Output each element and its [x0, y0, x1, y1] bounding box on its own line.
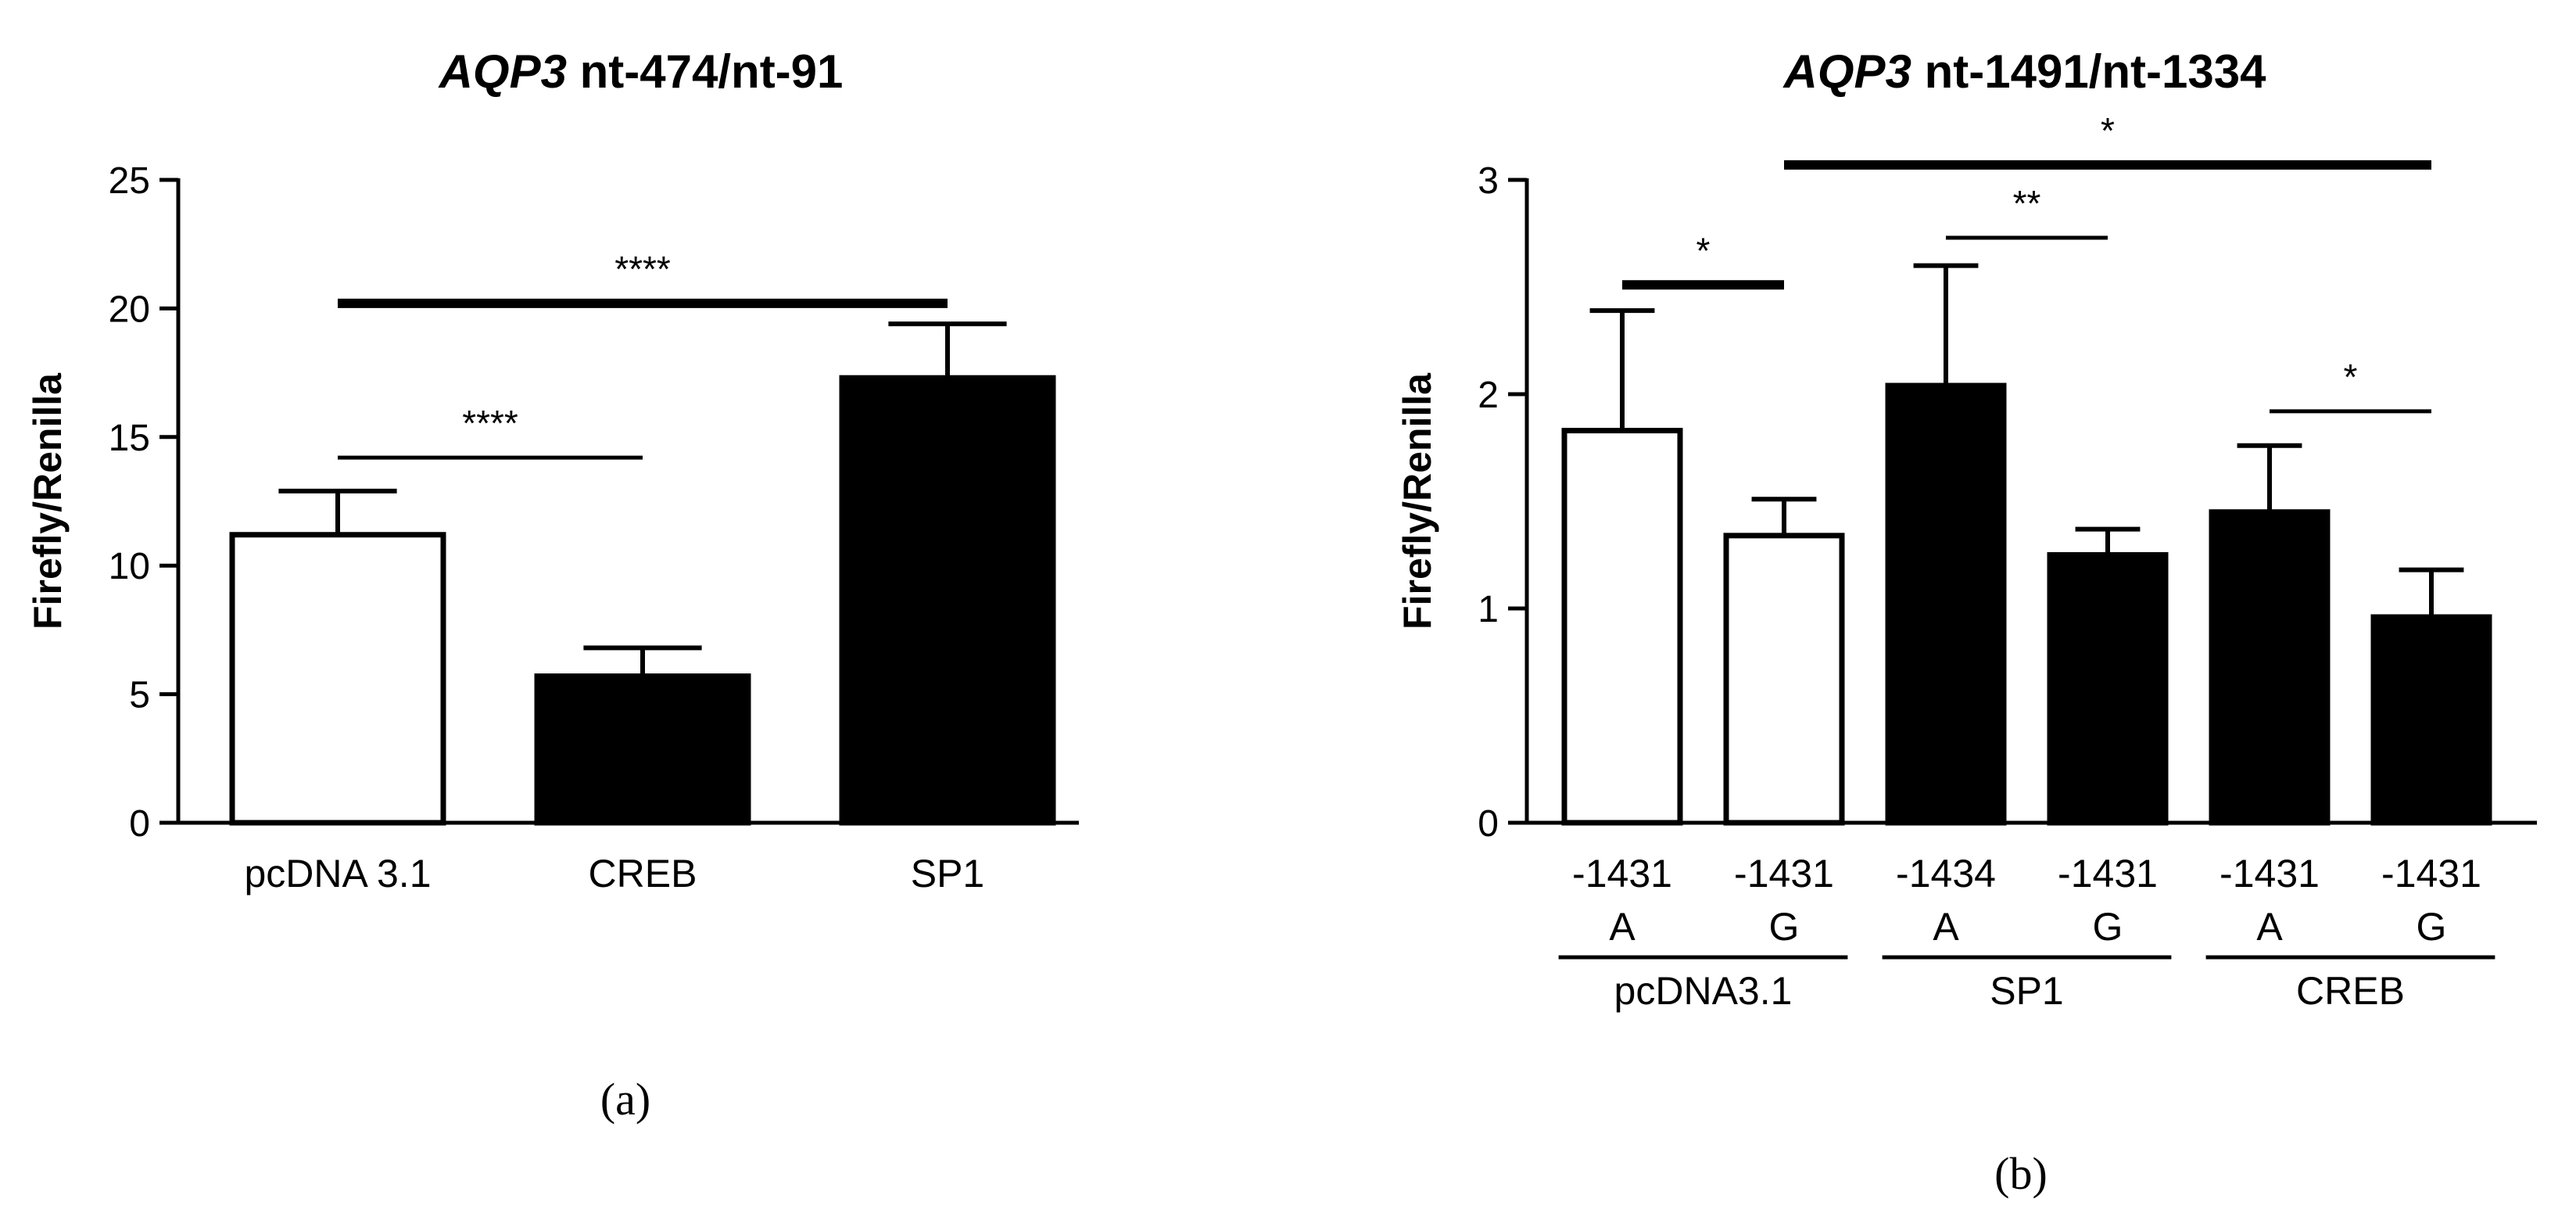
- group-label: pcDNA3.1: [1614, 969, 1793, 1013]
- bar: [2370, 614, 2492, 826]
- y-tick-label: 0: [129, 803, 150, 845]
- panel-label: (b): [1994, 1148, 2048, 1199]
- y-tick-label: 15: [109, 418, 150, 459]
- x-tick-label-allele: G: [2417, 905, 2447, 949]
- y-tick-label: 20: [109, 289, 150, 330]
- bar: [534, 673, 751, 826]
- significance-label: **: [2013, 183, 2041, 224]
- significance-label: ****: [614, 249, 671, 289]
- bar: [229, 532, 446, 826]
- chart-title: AQP3 nt-474/nt-91: [438, 45, 844, 98]
- bar: [1561, 428, 1683, 826]
- bar: [2047, 552, 2169, 826]
- group-label: CREB: [2296, 969, 2405, 1013]
- bar: [1723, 533, 1845, 826]
- bar: [1885, 382, 2007, 826]
- x-tick-label-position: -1431: [2220, 852, 2320, 895]
- y-tick-label: 3: [1478, 160, 1499, 202]
- x-tick-label-position: -1431: [2058, 852, 2158, 895]
- x-tick-label-allele: A: [2256, 905, 2283, 949]
- chart-title: AQP3 nt-1491/nt-1334: [1782, 45, 2267, 98]
- y-tick-label: 25: [109, 160, 150, 202]
- y-tick-label: 1: [1478, 589, 1499, 630]
- y-tick-label: 5: [129, 675, 150, 716]
- chart-a: AQP3 nt-474/nt-91 Firefly/Renilla 0 5 10 15 20…: [26, 45, 1079, 1125]
- chart-title-region: nt-474/nt-91: [567, 45, 843, 98]
- significance-label: *: [1696, 230, 1711, 271]
- significance-label: ****: [462, 403, 518, 443]
- x-tick-label-allele: A: [1609, 905, 1636, 949]
- significance-label: *: [2101, 110, 2115, 151]
- x-tick-label-allele: A: [1933, 905, 1959, 949]
- group-label: SP1: [1990, 969, 2064, 1013]
- x-tick-label-position: -1431: [1734, 852, 1834, 895]
- x-tick-label: pcDNA 3.1: [244, 852, 431, 895]
- y-tick-label: 2: [1478, 375, 1499, 416]
- chart-title-gene: AQP3: [1782, 45, 1911, 98]
- y-tick-label: 10: [109, 546, 150, 587]
- x-tick-label-allele: G: [2093, 905, 2123, 949]
- bar: [2209, 509, 2331, 826]
- y-tick-label: 0: [1478, 803, 1499, 845]
- chart-title-region: nt-1491/nt-1334: [1911, 45, 2266, 98]
- x-tick-label-allele: G: [1769, 905, 1800, 949]
- significance-label: *: [2344, 357, 2358, 397]
- x-tick-label-position: -1431: [1572, 852, 1672, 895]
- y-axis-label: Firefly/Renilla: [1395, 372, 1439, 630]
- y-axis-label: Firefly/Renilla: [26, 372, 70, 630]
- panel-label: (a): [600, 1074, 650, 1125]
- x-tick-label-position: -1431: [2381, 852, 2481, 895]
- chart-title-gene: AQP3: [438, 45, 567, 98]
- x-tick-label: CREB: [589, 852, 697, 895]
- x-tick-label-position: -1434: [1896, 852, 1996, 895]
- chart-b: AQP3 nt-1491/nt-1334 Firefly/Renilla 0 1 2 3 -…: [1395, 45, 2537, 1199]
- bar: [839, 375, 1056, 826]
- x-tick-label: SP1: [911, 852, 985, 895]
